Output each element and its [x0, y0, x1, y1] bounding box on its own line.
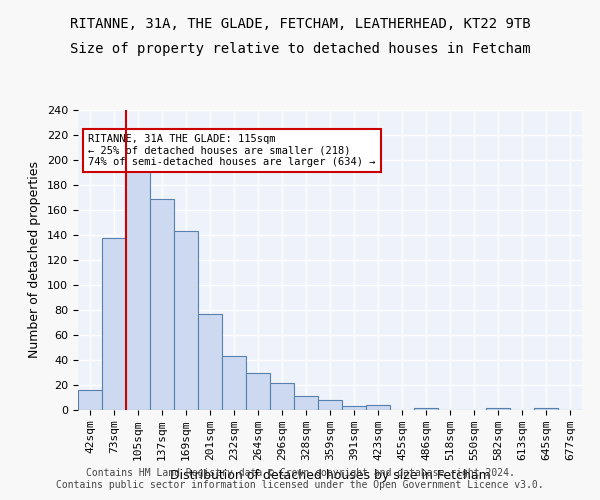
- Bar: [198, 314, 222, 410]
- Bar: [246, 372, 270, 410]
- Bar: [78, 390, 102, 410]
- Bar: [150, 198, 174, 410]
- Y-axis label: Number of detached properties: Number of detached properties: [28, 162, 41, 358]
- Bar: [366, 405, 390, 410]
- Bar: [414, 408, 438, 410]
- Bar: [102, 238, 126, 410]
- Text: Size of property relative to detached houses in Fetcham: Size of property relative to detached ho…: [70, 42, 530, 56]
- Text: Contains HM Land Registry data © Crown copyright and database right 2024.
Contai: Contains HM Land Registry data © Crown c…: [56, 468, 544, 490]
- Bar: [174, 231, 198, 410]
- Bar: [270, 382, 294, 410]
- Bar: [486, 408, 510, 410]
- Bar: [318, 400, 342, 410]
- X-axis label: Distribution of detached houses by size in Fetcham: Distribution of detached houses by size …: [170, 468, 490, 481]
- Text: RITANNE, 31A THE GLADE: 115sqm
← 25% of detached houses are smaller (218)
74% of: RITANNE, 31A THE GLADE: 115sqm ← 25% of …: [88, 134, 376, 167]
- Bar: [126, 160, 150, 410]
- Bar: [294, 396, 318, 410]
- Bar: [342, 406, 366, 410]
- Bar: [222, 356, 246, 410]
- Bar: [534, 408, 558, 410]
- Text: RITANNE, 31A, THE GLADE, FETCHAM, LEATHERHEAD, KT22 9TB: RITANNE, 31A, THE GLADE, FETCHAM, LEATHE…: [70, 18, 530, 32]
